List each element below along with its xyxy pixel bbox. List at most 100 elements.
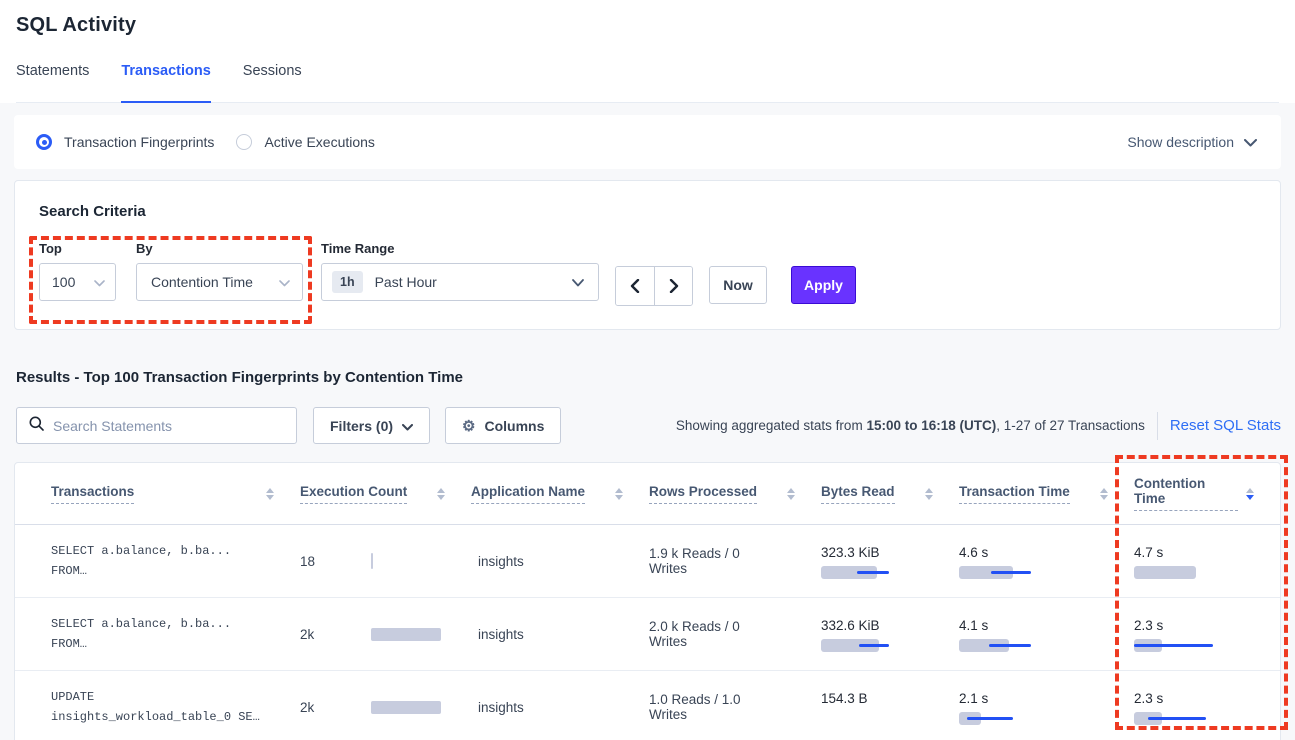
execution-count-bar [371,700,441,714]
sort-icon[interactable] [437,487,445,500]
contention-time-cell: 2.3 s [1134,598,1280,670]
stddev-bar [989,644,1031,647]
radio-selected-icon [36,134,52,150]
bytes-read-cell: 332.6 KiB [821,598,959,670]
value-bar [959,566,1013,579]
sort-icon[interactable] [615,487,623,500]
bytes-read-cell: 323.3 KiB [821,525,959,597]
aggregated-stats-text: Showing aggregated stats from 15:00 to 1… [675,418,1145,433]
tab-transactions[interactable]: Transactions [121,63,211,103]
transaction-fingerprint-link[interactable]: SELECT a.balance, b.ba... FROM… [51,525,300,597]
sort-icon[interactable] [1100,487,1108,500]
contention-time-cell: 4.7 s [1134,525,1280,597]
value-bar [821,566,877,579]
page-title: SQL Activity [16,14,137,36]
radio-label: Transaction Fingerprints [64,134,215,150]
top-select[interactable]: 100 [39,263,116,301]
top-field: Top 100 [39,241,116,301]
column-header-application-name[interactable]: Application Name [471,463,649,524]
results-heading: Results - Top 100 Transaction Fingerprin… [16,369,464,386]
table-row: UPDATE insights_workload_table_0 SE… 2k … [15,671,1280,740]
rows-processed-cell: 2.0 k Reads / 0 Writes [649,619,740,649]
execution-count-cell: 2k [300,598,471,670]
view-mode-bar: Transaction Fingerprints Active Executio… [14,115,1281,169]
transaction-fingerprint-link[interactable]: SELECT a.balance, b.ba... FROM… [51,598,300,670]
reset-sql-stats-link[interactable]: Reset SQL Stats [1169,417,1281,434]
transaction-time-cell: 2.1 s [959,671,1134,740]
radio-active-executions[interactable]: Active Executions [236,134,375,150]
search-icon [29,416,44,436]
search-statements-box [16,407,297,444]
sort-icon[interactable] [266,487,274,500]
by-select[interactable]: Contention Time [136,263,303,301]
table-row: SELECT a.balance, b.ba... FROM… 2k insig… [15,598,1280,671]
value-bar [959,639,1009,652]
column-header-contention-time[interactable]: Contention Time [1134,463,1280,524]
search-statements-input[interactable] [53,417,286,434]
column-header-rows-processed[interactable]: Rows Processed [649,463,821,524]
now-button[interactable]: Now [709,266,767,304]
chevron-down-icon [572,274,584,290]
chevron-down-icon [1244,134,1257,150]
column-header-execution-count[interactable]: Execution Count [300,463,471,524]
apply-button[interactable]: Apply [791,266,856,304]
time-range-value: Past Hour [374,274,437,290]
search-criteria-row: Top 100 By Contention Time Time Range 1h [39,241,856,306]
time-range-select[interactable]: 1h Past Hour [321,263,599,301]
sql-line-1: UPDATE [51,690,95,704]
execution-count-cell: 18 [300,525,471,597]
time-range-field: Time Range 1h Past Hour [321,241,599,301]
stddev-bar [991,571,1031,574]
sort-icon[interactable] [925,487,933,500]
results-controls: Filters (0) ⚙ Columns Showing aggregated… [16,407,1281,444]
previous-time-range-button[interactable] [616,267,654,305]
transaction-fingerprint-link[interactable]: UPDATE insights_workload_table_0 SE… [51,671,300,740]
stddev-bar [967,717,1013,720]
chevron-down-icon [94,274,105,290]
divider [1156,411,1158,440]
column-header-bytes-read[interactable]: Bytes Read [821,463,959,524]
search-criteria-panel: Search Criteria Top 100 By Contention Ti… [14,180,1281,330]
radio-unselected-icon [236,134,253,150]
value-bar [821,639,879,652]
show-description-label: Show description [1127,134,1234,150]
filters-button[interactable]: Filters (0) [313,407,431,444]
stddev-bar [1134,644,1213,647]
sql-line-2: FROM… [51,564,88,578]
rows-processed-cell: 1.9 k Reads / 0 Writes [649,546,740,576]
columns-button[interactable]: ⚙ Columns [445,407,562,444]
sql-line-1: SELECT a.balance, b.ba... [51,544,232,558]
stddev-bar [859,644,889,647]
sort-icon[interactable] [787,487,795,500]
column-header-transaction-time[interactable]: Transaction Time [959,463,1134,524]
search-criteria-heading: Search Criteria [39,203,146,220]
application-name-cell: insights [478,553,524,569]
transaction-time-cell: 4.6 s [959,525,1134,597]
by-select-value: Contention Time [151,274,253,290]
radio-transaction-fingerprints[interactable]: Transaction Fingerprints [36,134,214,150]
by-field: By Contention Time [136,241,303,301]
contention-time-cell: 2.3 s [1134,671,1280,740]
show-description-toggle[interactable]: Show description [1127,134,1257,150]
execution-count-bar [371,627,441,641]
radio-label: Active Executions [264,134,375,150]
tab-statements[interactable]: Statements [16,63,90,79]
by-label: By [136,241,153,256]
sort-icon-descending[interactable] [1246,487,1254,500]
time-range-badge: 1h [332,271,363,293]
table-row: SELECT a.balance, b.ba... FROM… 18 insig… [15,525,1280,598]
execution-count-bar [371,553,373,569]
transaction-time-cell: 4.1 s [959,598,1134,670]
chevron-down-icon [402,418,414,434]
sql-line-2: insights_workload_table_0 SE… [51,710,260,724]
next-time-range-button[interactable] [654,267,692,305]
column-header-transactions[interactable]: Transactions [51,463,300,524]
top-label: Top [39,241,62,256]
stddev-bar [857,571,889,574]
tab-sessions[interactable]: Sessions [242,63,302,79]
sql-line-2: FROM… [51,637,88,651]
application-name-cell: insights [478,699,524,715]
tab-bar: Statements Transactions Sessions [16,63,1279,103]
columns-label: Columns [484,417,545,434]
